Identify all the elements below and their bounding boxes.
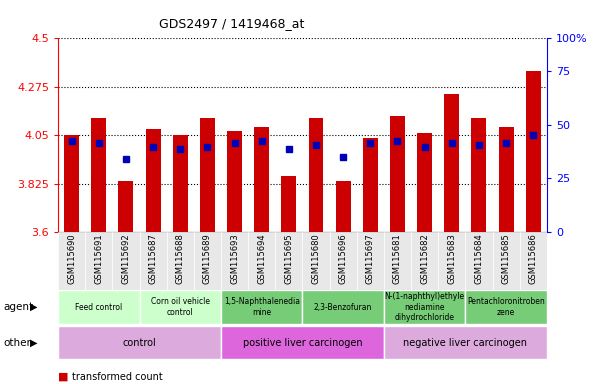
Text: GSM115684: GSM115684 [475, 233, 483, 284]
Text: 1,5-Naphthalenedia
mine: 1,5-Naphthalenedia mine [224, 298, 300, 317]
Bar [329, 232, 357, 290]
Text: GSM115692: GSM115692 [122, 233, 130, 284]
Bar [91, 118, 106, 232]
Bar [472, 118, 486, 232]
Bar [411, 232, 438, 290]
Text: GSM115696: GSM115696 [338, 233, 348, 284]
Bar [221, 326, 384, 359]
Bar [384, 290, 466, 324]
Bar [276, 232, 302, 290]
Bar [221, 232, 248, 290]
Bar [357, 232, 384, 290]
Bar [58, 326, 221, 359]
Text: GSM115680: GSM115680 [312, 233, 321, 284]
Bar [335, 180, 351, 232]
Bar [390, 116, 405, 232]
Text: Corn oil vehicle
control: Corn oil vehicle control [151, 298, 210, 317]
Text: Feed control: Feed control [75, 303, 122, 312]
Text: GSM115681: GSM115681 [393, 233, 402, 284]
Bar [309, 118, 323, 232]
Bar [194, 232, 221, 290]
Bar [248, 232, 276, 290]
Text: GDS2497 / 1419468_at: GDS2497 / 1419468_at [159, 17, 305, 30]
Bar [167, 232, 194, 290]
Bar [492, 232, 520, 290]
Text: Pentachloronitroben
zene: Pentachloronitroben zene [467, 298, 545, 317]
Text: GSM115690: GSM115690 [67, 233, 76, 284]
Bar [466, 290, 547, 324]
Text: transformed count: transformed count [72, 372, 163, 382]
Text: negative liver carcinogen: negative liver carcinogen [403, 338, 527, 348]
Bar [221, 290, 302, 324]
Bar [112, 232, 139, 290]
Bar [139, 290, 221, 324]
Bar [417, 133, 432, 232]
Text: N-(1-naphthyl)ethyle
nediamine
dihydrochloride: N-(1-naphthyl)ethyle nediamine dihydroch… [384, 292, 465, 322]
Text: positive liver carcinogen: positive liver carcinogen [243, 338, 362, 348]
Bar [444, 94, 459, 232]
Text: GSM115682: GSM115682 [420, 233, 429, 284]
Text: control: control [123, 338, 156, 348]
Bar [200, 118, 215, 232]
Bar [499, 127, 514, 232]
Text: ▶: ▶ [30, 338, 37, 348]
Text: GSM115689: GSM115689 [203, 233, 212, 284]
Bar [302, 290, 384, 324]
Text: GSM115697: GSM115697 [366, 233, 375, 284]
Text: agent: agent [3, 302, 33, 312]
Text: GSM115695: GSM115695 [284, 233, 293, 284]
Bar [282, 176, 296, 232]
Bar [363, 137, 378, 232]
Bar [302, 232, 329, 290]
Bar [139, 232, 167, 290]
Bar [58, 232, 85, 290]
Bar [526, 71, 541, 232]
Bar [466, 232, 492, 290]
Bar [119, 180, 133, 232]
Text: ■: ■ [58, 372, 68, 382]
Bar [254, 127, 269, 232]
Text: GSM115683: GSM115683 [447, 233, 456, 284]
Text: GSM115691: GSM115691 [94, 233, 103, 284]
Bar [145, 129, 161, 232]
Bar [173, 135, 188, 232]
Bar [64, 135, 79, 232]
Text: ▶: ▶ [30, 302, 37, 312]
Text: GSM115685: GSM115685 [502, 233, 511, 284]
Text: GSM115694: GSM115694 [257, 233, 266, 284]
Bar [384, 326, 547, 359]
Bar [85, 232, 112, 290]
Bar [58, 290, 139, 324]
Bar [227, 131, 242, 232]
Text: GSM115693: GSM115693 [230, 233, 239, 284]
Bar [384, 232, 411, 290]
Text: GSM115686: GSM115686 [529, 233, 538, 284]
Bar [438, 232, 466, 290]
Text: GSM115687: GSM115687 [148, 233, 158, 284]
Text: GSM115688: GSM115688 [176, 233, 185, 284]
Text: other: other [3, 338, 31, 348]
Text: 2,3-Benzofuran: 2,3-Benzofuran [314, 303, 372, 312]
Bar [520, 232, 547, 290]
